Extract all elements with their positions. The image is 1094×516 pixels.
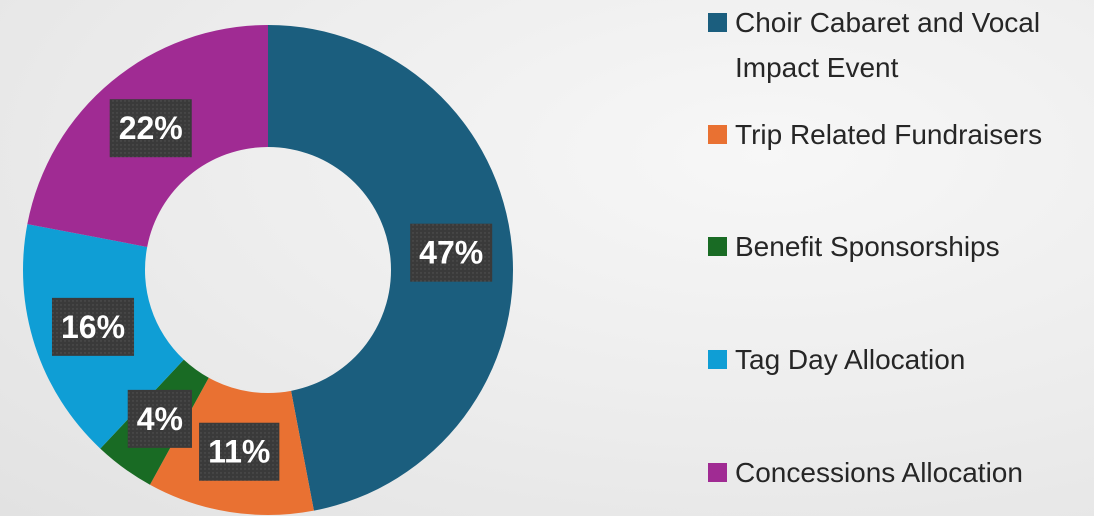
data-label-box [127,389,192,448]
data-label: 4% [127,389,192,448]
data-label-text: 11% [208,434,270,470]
data-label-text: 4% [137,401,183,437]
data-label-text: 16% [61,309,125,345]
data-label-text: 22% [119,110,183,146]
legend-label: Choir Cabaret and Vocal Impact Event [735,7,1041,83]
legend-item: Concessions Allocation [708,450,1088,495]
legend-item: Benefit Sponsorships [708,224,1088,269]
data-label: 16% [51,297,135,356]
legend-swatch [708,13,727,32]
legend-swatch [708,463,727,482]
data-label: 47% [410,223,493,282]
data-label: 11% [199,422,280,481]
legend-item: Choir Cabaret and Vocal Impact Event [708,0,1088,90]
data-label-box [410,223,493,282]
data-label-box [199,422,280,481]
data-label-box [109,99,192,158]
legend-label: Benefit Sponsorships [735,231,1000,262]
data-label-text: 47% [419,235,483,271]
legend-swatch [708,350,727,369]
legend-item: Trip Related Fundraisers [708,112,1088,157]
legend-swatch [708,237,727,256]
donut-slice [268,25,513,511]
legend: Choir Cabaret and Vocal Impact Event Trip… [708,0,1094,516]
legend-label: Trip Related Fundraisers [735,119,1043,150]
legend-item: Tag Day Allocation [708,337,1088,382]
legend-label: Tag Day Allocation [735,344,966,375]
legend-label: Concessions Allocation [735,457,1023,488]
data-label: 22% [109,99,192,158]
data-label-box [51,297,135,356]
legend-swatch [708,125,727,144]
